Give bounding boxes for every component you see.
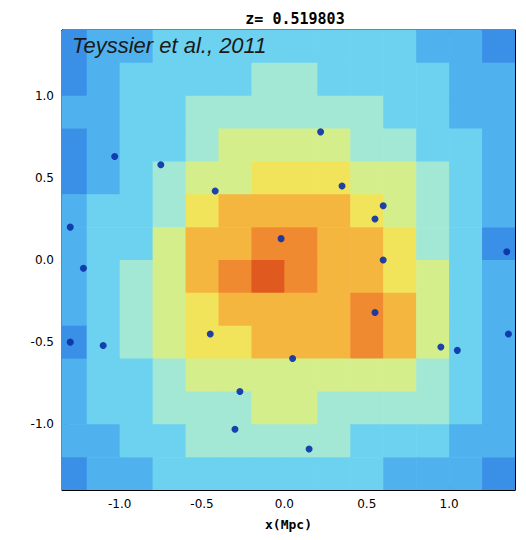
- svg-text:-1.0: -1.0: [31, 417, 54, 431]
- svg-text:-0.5: -0.5: [190, 497, 213, 511]
- svg-text:z= 0.519803: z= 0.519803: [245, 10, 344, 28]
- svg-text:Teyssier et al., 2011: Teyssier et al., 2011: [72, 33, 266, 58]
- svg-text:0.0: 0.0: [275, 497, 294, 511]
- svg-text:1.0: 1.0: [440, 497, 459, 511]
- svg-text:-1.0: -1.0: [108, 497, 131, 511]
- svg-text:0.5: 0.5: [35, 171, 54, 185]
- svg-text:-0.5: -0.5: [31, 335, 54, 349]
- svg-text:x(Mpc): x(Mpc): [265, 517, 312, 532]
- svg-text:1.0: 1.0: [35, 89, 54, 103]
- svg-text:0.5: 0.5: [357, 497, 376, 511]
- svg-text:0.0: 0.0: [35, 253, 54, 267]
